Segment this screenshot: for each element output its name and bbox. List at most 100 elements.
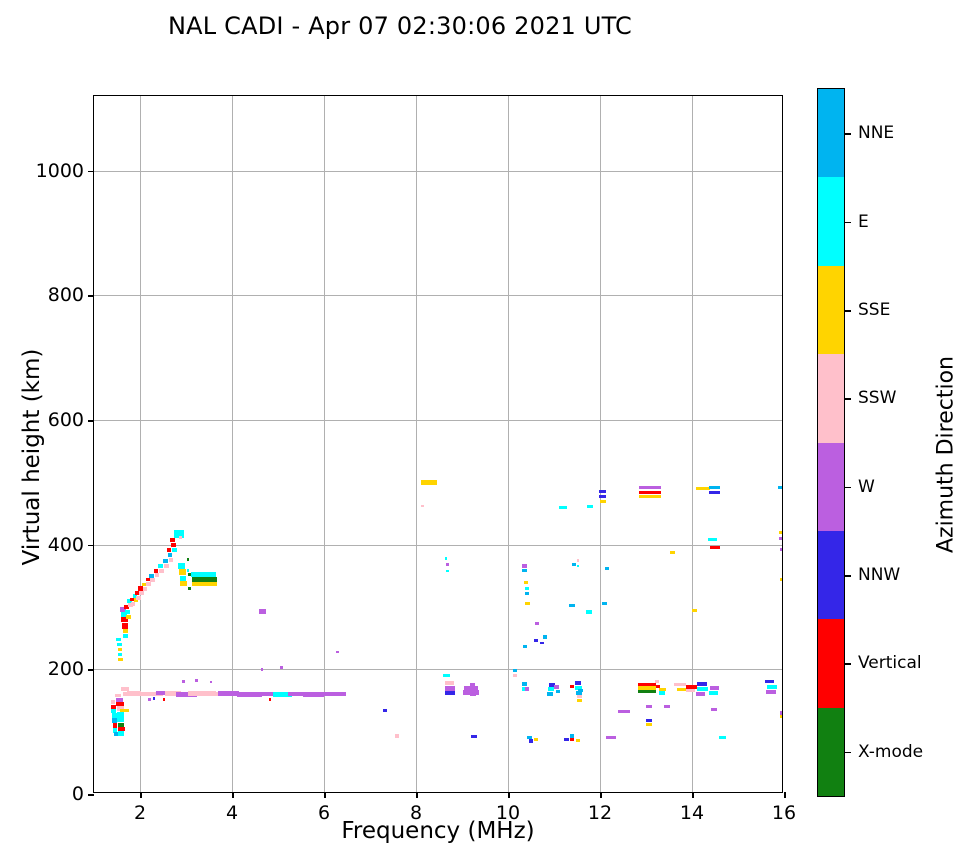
echo-point [656,685,661,689]
echo-point [139,591,144,596]
colorbar-tick-mark [844,309,851,312]
echo-point [446,563,450,567]
x-tick-label: 4 [225,802,239,824]
echo-point [540,641,545,645]
echo-point [710,545,720,549]
echo-point [444,685,455,691]
gridline-vertical [324,96,325,792]
echo-point [288,692,307,697]
echo-point [188,691,216,696]
colorbar-tick-mark [844,663,851,666]
plot-axes: 0 200 400 600 800 1000 2 4 6 8 10 12 14 16 [36,95,796,824]
echo-point [529,739,533,743]
echo-point [564,737,569,741]
colorbar-segment-w[interactable] [818,442,844,531]
colorbar-tick-mark [844,221,851,224]
colorbar-segment-ssw[interactable] [818,354,844,443]
echo-point [334,692,346,697]
echo-point [112,718,117,723]
echo-point [778,485,782,489]
echo-point [118,731,125,736]
echo-point [117,647,123,652]
echo-point [111,709,117,713]
colorbar-segment-sse[interactable] [818,265,844,355]
echo-point [128,603,133,608]
echo-point [119,708,129,713]
echo-point [163,564,169,568]
colorbar-tick-mark [844,575,851,577]
colorbar-segment-x-mode[interactable] [818,707,844,796]
y-tick-label: 200 [47,658,84,681]
gridline-horizontal [94,170,782,172]
echo-point [618,710,631,714]
echo-point [524,591,530,595]
echo-point [521,564,528,568]
echo-point [780,578,782,582]
gridline-vertical [692,96,693,792]
echo-point [188,573,191,577]
echo-point [527,736,532,740]
echo-point [113,728,118,733]
echo-point [129,597,135,602]
echo-point [696,682,707,687]
echo-point [646,722,652,726]
page-title: NAL CADI - Apr 07 02:30:06 2021 UTC [167,12,633,40]
echo-point [547,687,555,692]
echo-point [555,690,561,694]
colorbar-label-e: E [858,211,869,232]
echo-point [149,574,154,578]
echo-point [273,691,292,697]
x-tick-label: 2 [133,802,147,824]
echo-point [114,693,122,698]
echo-point [159,569,164,573]
echo-point [395,734,399,738]
echo-point [190,572,216,577]
echo-point [525,601,531,605]
echo-point [115,698,123,702]
echo-point [558,505,567,509]
colorbar-segment-nnw[interactable] [818,530,844,620]
colorbar: NNE E SSE SSW W NNW Vertical X-mode [817,88,923,797]
echo-point [125,609,131,615]
colorbar-tick-mark [844,133,851,135]
echo-point [168,557,174,562]
echo-point [586,610,592,614]
colorbar-segment-e[interactable] [818,177,844,266]
echo-point [142,587,148,591]
x-tick-mark [232,792,234,798]
echo-point [464,686,479,690]
colorbar-segment-vertical[interactable] [818,619,844,708]
echo-point [257,692,281,697]
echo-point [420,480,437,485]
echo-point [117,642,122,647]
echo-point [604,566,610,570]
echo-point [572,563,577,567]
y-tick-label: 400 [47,533,84,556]
echo-point [188,586,191,590]
y-tick-mark [88,420,94,422]
echo-point [420,504,424,508]
echo-point [600,499,606,503]
echo-point [153,569,159,573]
echo-point [258,608,266,614]
x-tick-label: 16 [771,802,797,824]
echo-point [116,637,121,642]
echo-point [111,699,116,704]
echo-point [521,569,528,573]
echo-point [141,582,147,587]
echo-point [112,713,117,718]
x-tick-mark [784,792,786,798]
echo-point [524,687,530,692]
gridline-horizontal [94,544,782,546]
echo-point [577,695,582,699]
y-tick-label: 1000 [35,159,84,182]
echo-point [321,692,341,697]
echo-point [135,591,140,596]
echo-point [446,569,449,573]
echo-point [780,711,782,715]
echo-point [576,691,582,695]
gridline-horizontal [94,295,782,297]
colorbar-segment-nne[interactable] [818,89,844,178]
echo-point [133,598,139,603]
echo-point [165,691,182,696]
